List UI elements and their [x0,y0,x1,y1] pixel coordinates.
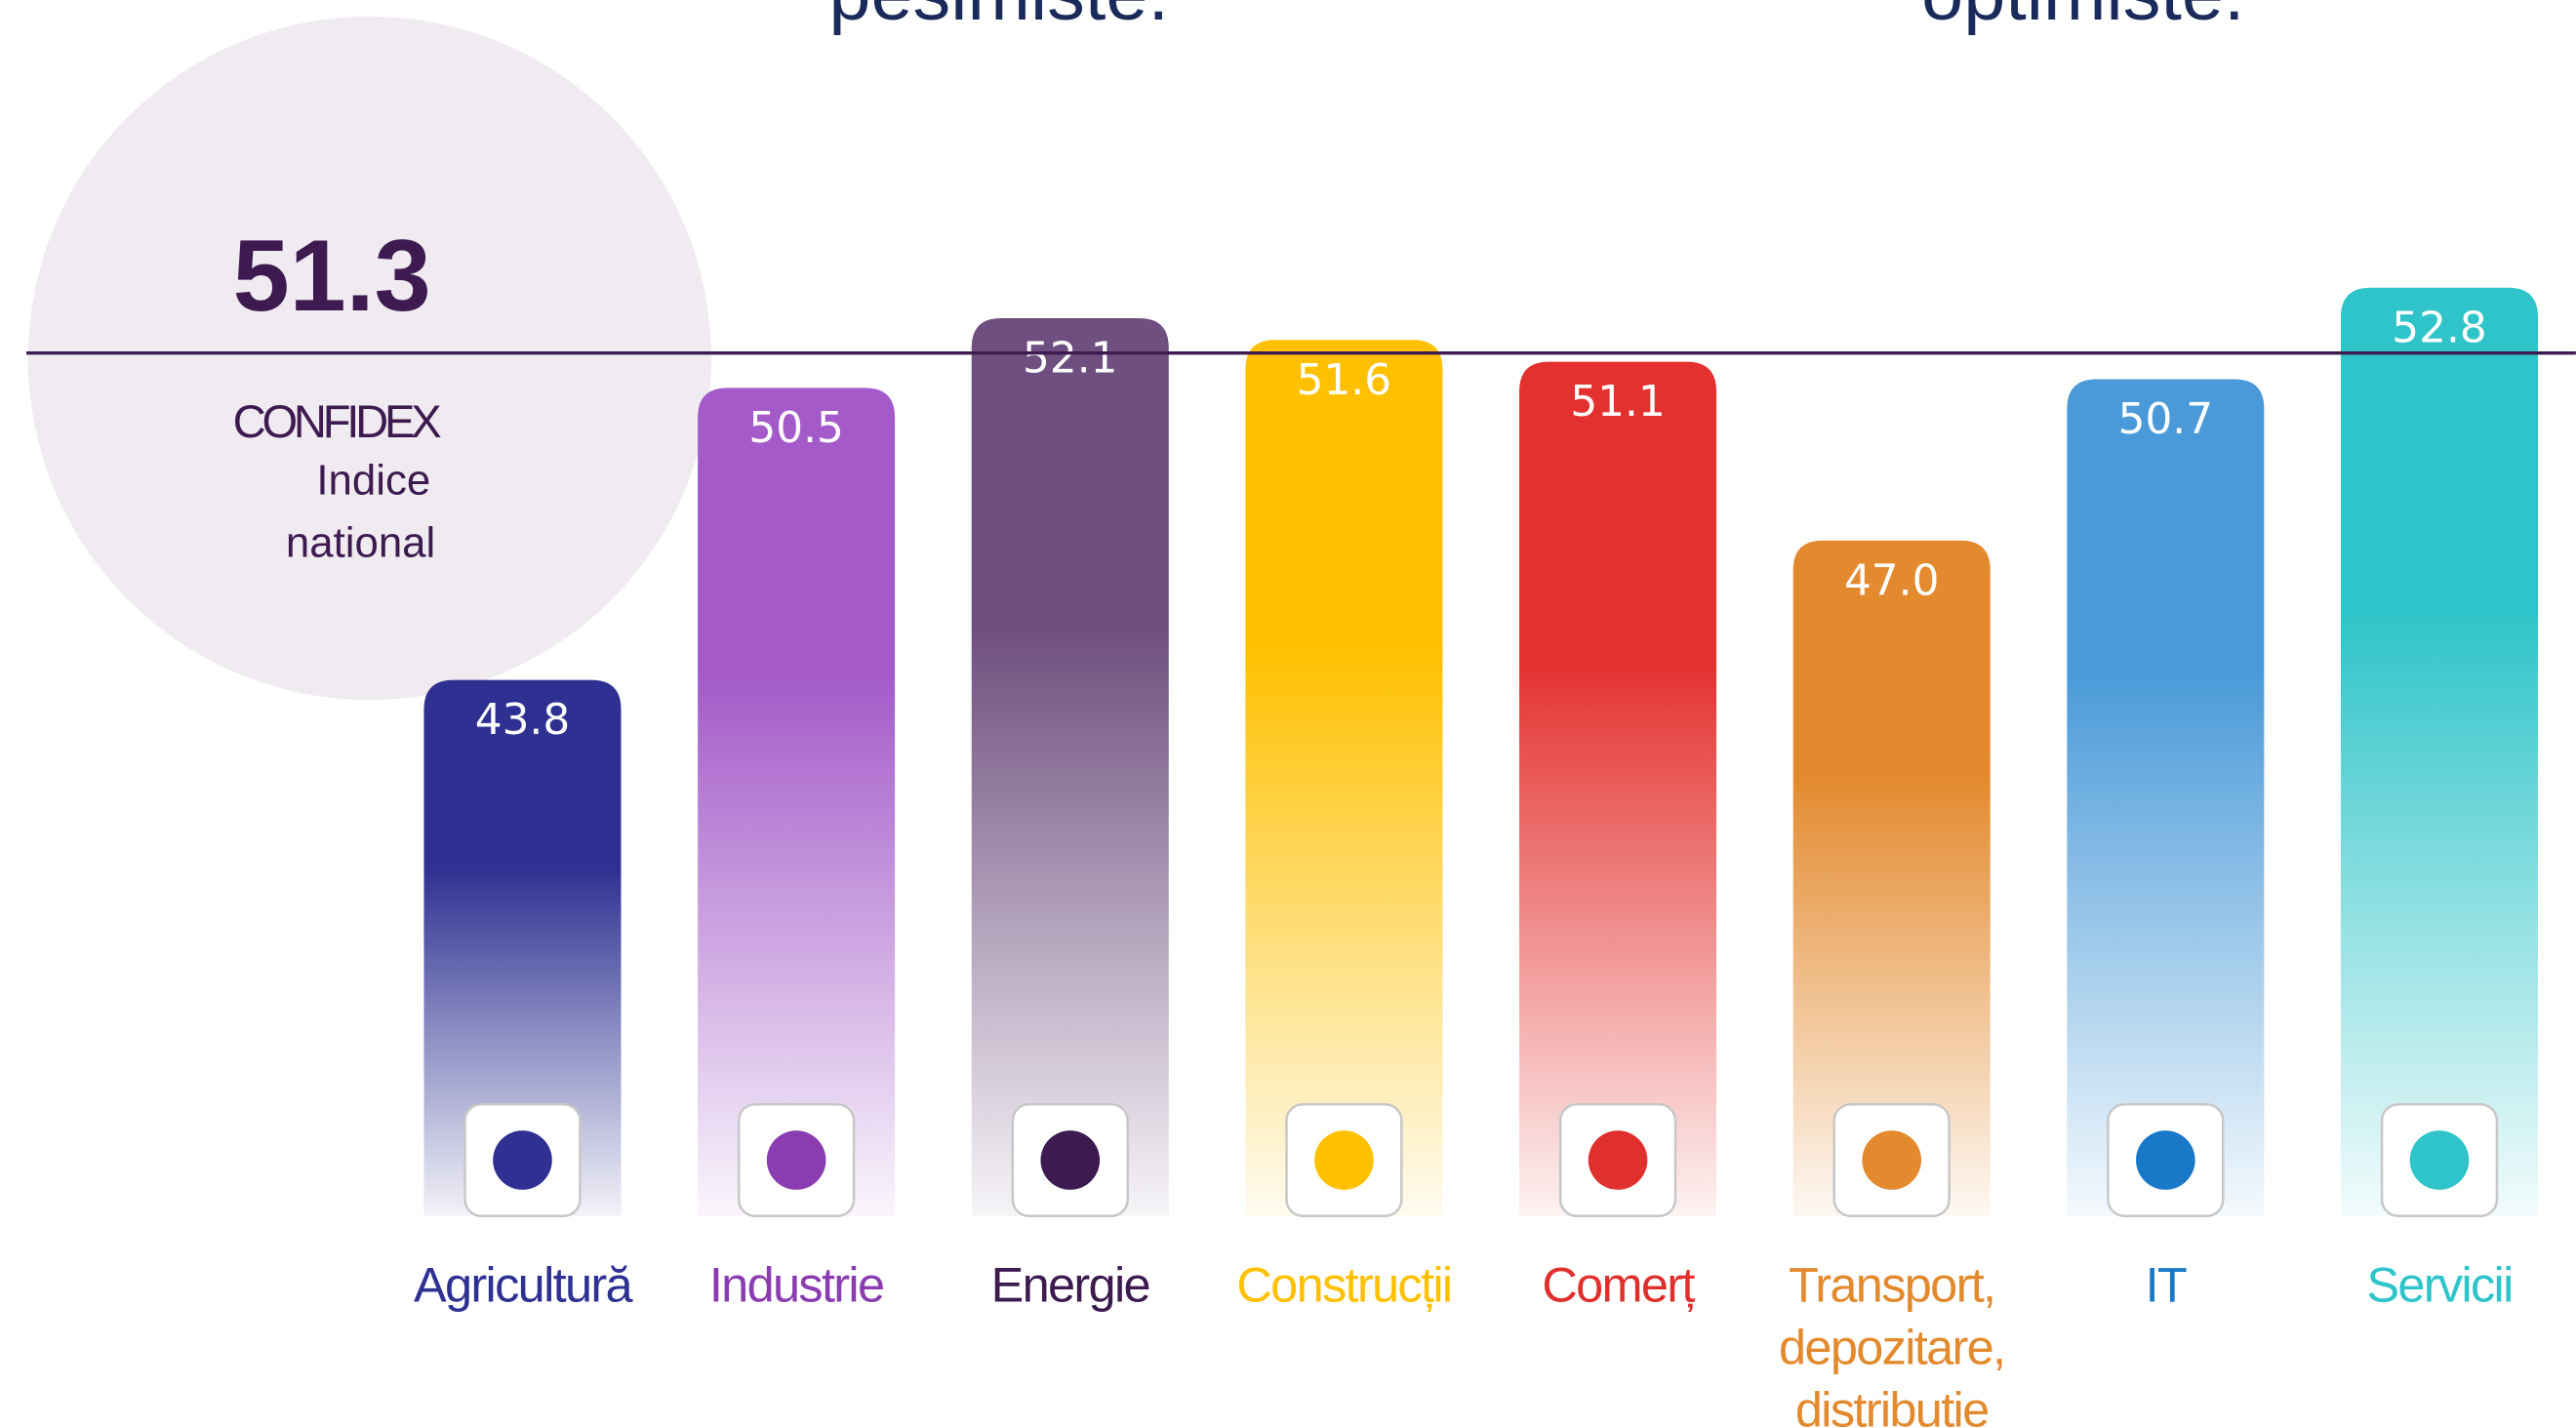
index-name: CONFIDEX [233,395,442,447]
value-label: 47.0 [1844,555,1939,605]
bar [1519,361,1717,1216]
index-caption: national [286,519,435,567]
icon [1314,1130,1374,1190]
index-caption: Indice [316,457,430,505]
bars: 43.8 Agricultură 50.5 Industrie 52.1 Energie 5… [414,287,2539,1428]
annotation: pesimiste. [828,0,1169,36]
value-label: 51.6 [1297,355,1391,405]
value-label: 52.8 [2392,303,2486,352]
icon [2136,1130,2195,1190]
category-label: Comerț [1542,1256,1695,1312]
bar [971,317,1169,1216]
icon [766,1130,826,1190]
value-label: 51.1 [1570,377,1665,427]
category-label: Transport, depozitare, distribuție [1779,1256,2004,1428]
value-label: 43.8 [475,695,570,745]
icon [1040,1130,1101,1190]
icon [2409,1130,2470,1190]
icon [1862,1130,1922,1190]
annotation: optimiste. [1921,0,2244,36]
index-value: 51.3 [233,220,431,333]
bar [2340,287,2539,1216]
bar [698,388,896,1216]
bar [423,679,622,1216]
value-label: 52.1 [1023,334,1117,384]
icon [493,1130,552,1190]
bar [1792,540,1991,1216]
index-circle [27,16,712,701]
icon [1588,1130,1648,1190]
category-label: Industrie [709,1256,884,1312]
category-label: Construcții [1236,1256,1451,1312]
bar [2067,379,2265,1216]
category-label: Servicii [2366,1256,2512,1312]
category-label: Agricultură [414,1256,633,1312]
value-label: 50.5 [748,403,843,453]
category-label: IT [2146,1256,2187,1312]
bar [1245,340,1443,1216]
value-label: 50.7 [2118,394,2213,444]
category-label: Energie [991,1256,1149,1312]
